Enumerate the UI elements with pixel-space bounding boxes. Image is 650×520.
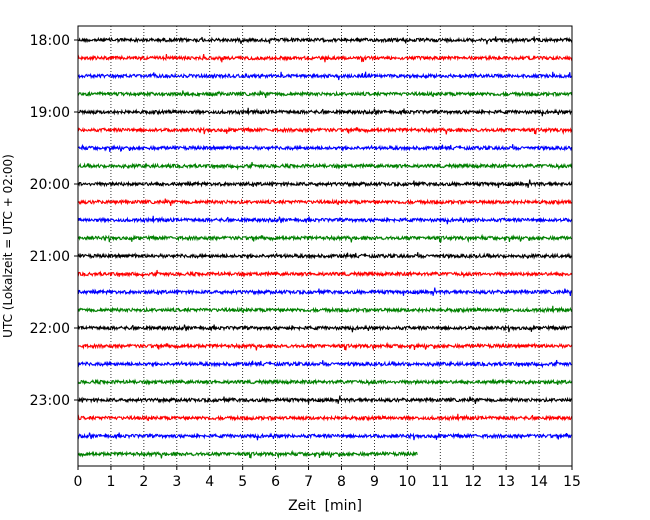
trace-22:45 — [77, 378, 573, 387]
x-tick-label: 7 — [304, 474, 313, 490]
trace-20:15 — [77, 198, 573, 206]
y-tick-label: 19:00 — [30, 105, 70, 121]
trace-18:00 — [77, 36, 573, 45]
y-tick-label: 18:00 — [30, 33, 70, 49]
x-tick-label: 9 — [370, 474, 379, 490]
x-tick-label: 2 — [139, 474, 148, 490]
trace-22:00 — [77, 324, 573, 333]
trace-18:45 — [77, 90, 573, 98]
x-tick-label: 8 — [337, 474, 346, 490]
x-tick-label: 14 — [530, 474, 548, 490]
trace-18:15 — [77, 53, 573, 63]
x-tick-label: 15 — [563, 474, 581, 490]
trace-23:00 — [77, 395, 573, 404]
x-tick-label: 3 — [172, 474, 181, 490]
x-axis-ticks: 0 1 2 3 4 5 6 7 8 9 10 11 12 13 14 15 — [74, 466, 581, 490]
grid-layer — [110, 26, 540, 466]
trace-21:15 — [77, 269, 573, 279]
x-tick-label: 12 — [464, 474, 482, 490]
x-tick-label: 13 — [497, 474, 515, 490]
trace-23:15 — [77, 413, 573, 422]
trace-22:15 — [77, 341, 573, 351]
y-axis-label: UTC (Lokalzeit = UTC + 02:00) — [1, 154, 15, 338]
trace-21:00 — [77, 252, 573, 260]
y-tick-label: 20:00 — [30, 177, 70, 193]
trace-19:30 — [78, 143, 573, 152]
x-tick-label: 5 — [238, 474, 247, 490]
trace-18:30 — [77, 71, 573, 81]
y-axis-ticks: 18:00 19:00 20:00 21:00 22:00 23:00 — [30, 33, 78, 409]
trace-21:45 — [77, 305, 573, 314]
trace-20:45 — [77, 233, 573, 243]
y-tick-label: 23:00 — [30, 393, 70, 409]
y-tick-label: 21:00 — [30, 249, 70, 265]
x-tick-label: 1 — [106, 474, 115, 490]
trace-20:00 — [77, 179, 573, 188]
x-axis-label: Zeit [min] — [288, 498, 362, 514]
x-tick-label: 4 — [205, 474, 214, 490]
x-tick-label: 11 — [431, 474, 449, 490]
trace-layer — [77, 36, 573, 460]
y-tick-label: 22:00 — [30, 321, 70, 337]
plot-frame — [77, 25, 573, 467]
x-tick-label: 6 — [271, 474, 280, 490]
trace-23:45 — [77, 449, 418, 460]
x-tick-label: 0 — [74, 474, 83, 490]
trace-22:30 — [77, 359, 573, 369]
trace-20:30 — [77, 215, 573, 225]
trace-21:30 — [77, 287, 573, 296]
x-tick-label: 10 — [398, 474, 416, 490]
trace-23:30 — [77, 432, 573, 441]
trace-19:45 — [77, 161, 573, 171]
trace-19:15 — [77, 126, 573, 135]
trace-19:00 — [77, 107, 573, 117]
